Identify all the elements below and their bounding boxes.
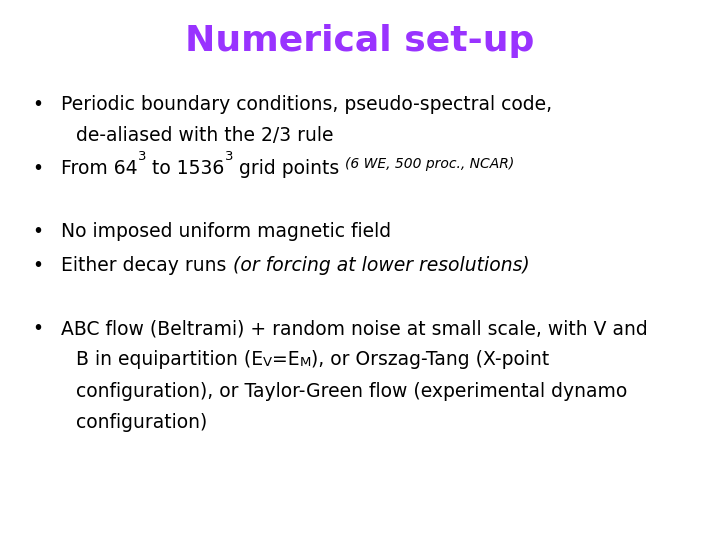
Text: grid points: grid points (233, 159, 346, 178)
Text: Periodic boundary conditions, pseudo-spectral code,: Periodic boundary conditions, pseudo-spe… (61, 94, 552, 113)
Text: From 64: From 64 (61, 159, 138, 178)
Text: V: V (263, 356, 272, 369)
Text: 3: 3 (225, 150, 233, 163)
Text: ), or Orszag-Tang (X-point: ), or Orszag-Tang (X-point (311, 350, 549, 369)
Text: ABC flow (Beltrami) + random noise at small scale, with V and: ABC flow (Beltrami) + random noise at sm… (61, 319, 648, 338)
Text: 3: 3 (138, 150, 146, 163)
Text: •: • (32, 159, 43, 178)
Text: Either decay runs: Either decay runs (61, 256, 233, 275)
Text: (or forcing at lower resolutions): (or forcing at lower resolutions) (233, 256, 529, 275)
Text: to 1536: to 1536 (146, 159, 225, 178)
Text: •: • (32, 256, 43, 275)
Text: M: M (300, 356, 311, 369)
Text: configuration), or Taylor-Green flow (experimental dynamo: configuration), or Taylor-Green flow (ex… (76, 382, 627, 401)
Text: =E: =E (272, 350, 300, 369)
Text: •: • (32, 94, 43, 113)
Text: •: • (32, 222, 43, 241)
Text: •: • (32, 319, 43, 338)
Text: No imposed uniform magnetic field: No imposed uniform magnetic field (61, 222, 392, 241)
Text: B in equipartition (E: B in equipartition (E (76, 350, 263, 369)
Text: (6 WE, 500 proc., NCAR): (6 WE, 500 proc., NCAR) (346, 157, 515, 171)
Text: configuration): configuration) (76, 413, 207, 432)
Text: Numerical set-up: Numerical set-up (185, 24, 535, 58)
Text: de-aliased with the 2/3 rule: de-aliased with the 2/3 rule (76, 126, 333, 145)
